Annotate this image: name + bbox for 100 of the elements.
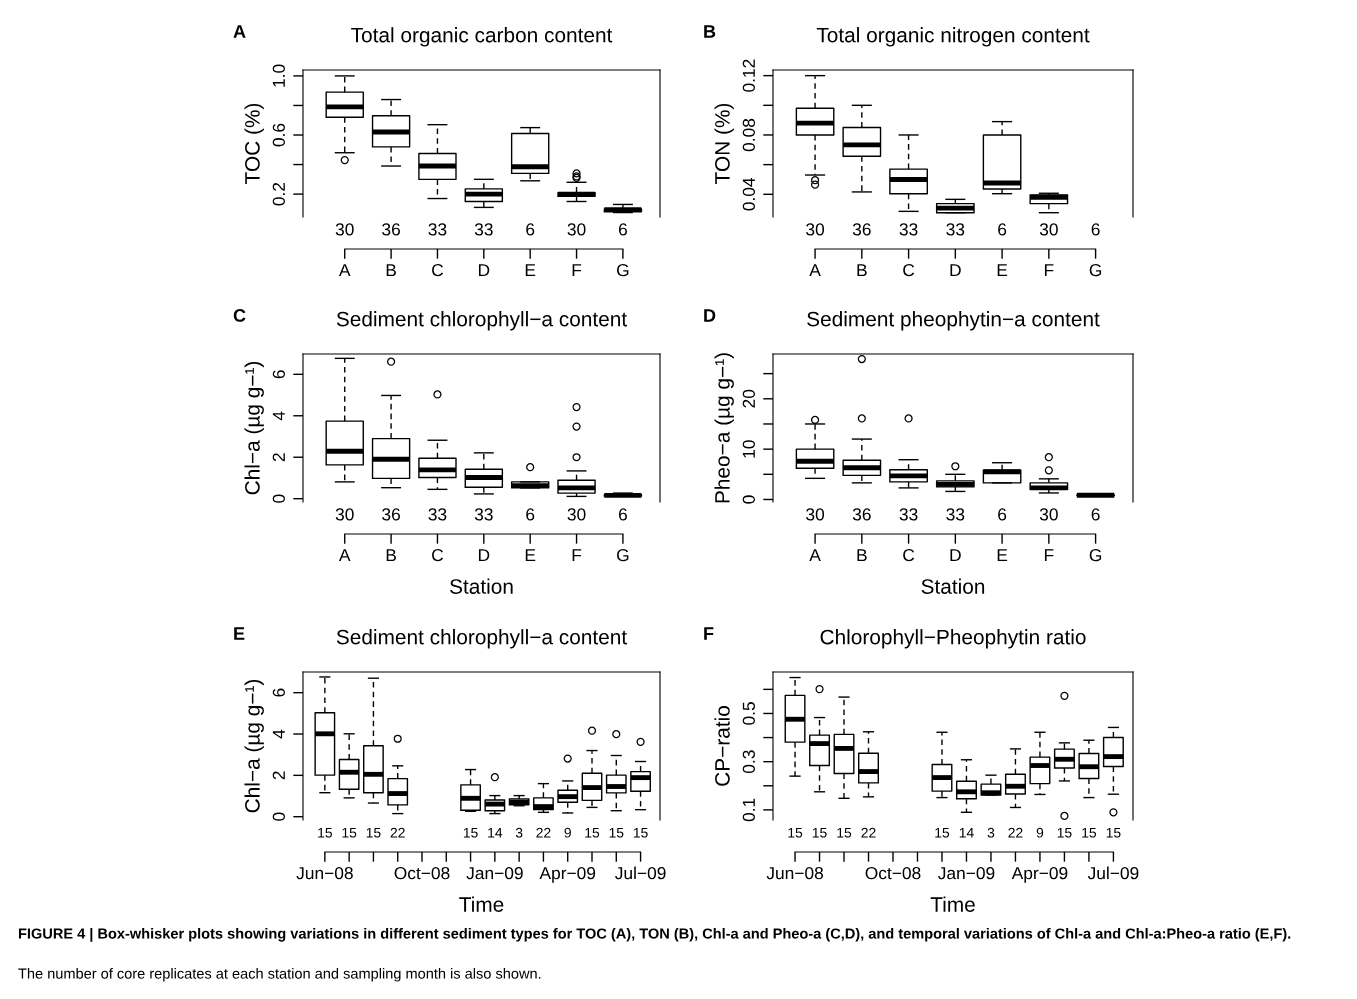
text: D xyxy=(704,309,716,322)
x-tick-label: Jul−09 xyxy=(1087,866,1139,880)
text: 15 xyxy=(633,827,648,838)
x-tick-label: A xyxy=(809,549,821,562)
text: 33 xyxy=(946,508,965,521)
text: C xyxy=(233,309,246,322)
text: 33 xyxy=(474,508,493,521)
text: 9 xyxy=(1036,827,1044,838)
x-tick-label: C xyxy=(432,548,444,562)
y-axis-title: Pheo−a (µg g−¹) xyxy=(714,353,734,503)
x-tick-label: G xyxy=(1089,548,1102,562)
chart-title: Total organic nitrogen content xyxy=(816,27,1090,47)
x-tick-label: G xyxy=(1089,263,1102,277)
y-tick-label: 0.12 xyxy=(742,59,755,92)
x-tick-label: Jan−09 xyxy=(938,866,995,880)
text: 6 xyxy=(998,223,1007,236)
text: 15 xyxy=(318,827,332,838)
x-tick-label: C xyxy=(903,548,915,562)
x-tick-label: A xyxy=(338,549,351,562)
y-tick-label: 10 xyxy=(742,440,755,458)
text: 6 xyxy=(998,508,1007,521)
text: 6 xyxy=(1091,223,1100,236)
text: 6 xyxy=(618,223,627,236)
text: 30 xyxy=(567,508,586,521)
x-tick-label: F xyxy=(572,264,582,277)
y-tick-label: 0.3 xyxy=(742,750,755,774)
text: 15 xyxy=(837,827,852,838)
text: 30 xyxy=(567,223,586,236)
x-tick-label: Oct−08 xyxy=(865,866,921,880)
y-tick-label: 1.0 xyxy=(272,64,285,87)
y-axis-title: TOC (%) xyxy=(244,103,264,184)
x-tick-label: D xyxy=(478,549,490,562)
text: 30 xyxy=(335,508,354,521)
y-tick-label: 0.1 xyxy=(742,798,755,822)
x-tick-label: Jun−08 xyxy=(766,866,824,880)
x-axis-title: Time xyxy=(930,896,975,912)
y-tick-label: 0 xyxy=(742,495,755,504)
x-tick-label: Apr−09 xyxy=(539,866,596,883)
x-tick-label: E xyxy=(525,264,536,277)
x-tick-label: G xyxy=(617,263,629,277)
text: 14 xyxy=(488,827,503,838)
text: 6 xyxy=(526,508,535,521)
text: 22 xyxy=(1008,827,1023,838)
chart-title: Sediment pheophytin−a content xyxy=(807,311,1100,331)
chart-title: Sediment chlorophyll−a content xyxy=(336,311,627,331)
y-tick-label: 6 xyxy=(272,370,285,379)
text: 33 xyxy=(428,223,447,236)
text: 15 xyxy=(1106,827,1121,838)
y-tick-label: 2 xyxy=(272,771,285,780)
text: 22 xyxy=(536,827,551,838)
x-tick-label: A xyxy=(809,264,821,277)
text: 3 xyxy=(987,827,995,838)
x-tick-label: Jun−08 xyxy=(296,866,353,880)
text: 6 xyxy=(618,508,627,521)
x-tick-label: F xyxy=(1044,549,1054,562)
y-tick-label: 20 xyxy=(742,389,755,408)
text: The number of core replicates at each station and sampling month is also shown. xyxy=(18,968,541,982)
text: 6 xyxy=(1091,508,1100,521)
text: 15 xyxy=(342,827,357,838)
text: F xyxy=(704,627,714,640)
text: 14 xyxy=(959,827,974,838)
x-axis-title: Station xyxy=(921,578,985,594)
x-tick-label: E xyxy=(997,549,1008,562)
text: 36 xyxy=(852,223,871,236)
y-tick-label: 0.5 xyxy=(742,702,755,725)
y-tick-label: 0 xyxy=(272,494,285,503)
y-tick-label: 0.04 xyxy=(742,177,755,211)
x-tick-label: C xyxy=(432,263,444,277)
x-tick-label: B xyxy=(857,264,867,277)
text: 36 xyxy=(852,508,871,521)
y-axis-title: Chl−a (µg g−¹) xyxy=(244,679,264,813)
x-tick-label: Jul−09 xyxy=(615,866,666,880)
text: 30 xyxy=(806,508,825,521)
x-axis-title: Station xyxy=(450,578,513,594)
text: 15 xyxy=(585,827,600,838)
x-tick-label: C xyxy=(903,263,915,277)
text: 3 xyxy=(515,827,523,838)
x-tick-label: D xyxy=(950,264,961,277)
text: 33 xyxy=(428,508,447,521)
x-axis-title: Time xyxy=(459,896,504,912)
chart-title: Total organic carbon content xyxy=(351,27,613,47)
text: 30 xyxy=(1039,223,1058,236)
y-axis-title: Chl−a (µg g−¹) xyxy=(244,361,264,495)
text: E xyxy=(234,627,245,640)
x-tick-label: Jan−09 xyxy=(466,866,523,880)
text: 15 xyxy=(1082,827,1097,838)
text: 9 xyxy=(564,827,571,838)
text: 15 xyxy=(366,827,381,838)
text: 33 xyxy=(899,223,918,236)
x-tick-label: B xyxy=(386,264,396,277)
x-tick-label: E xyxy=(997,264,1008,277)
y-axis-title: TON (%) xyxy=(714,103,734,184)
text: 33 xyxy=(474,223,493,236)
text: 15 xyxy=(935,827,950,838)
text: 30 xyxy=(1039,508,1058,521)
text: 15 xyxy=(788,827,803,838)
text: 22 xyxy=(861,827,876,838)
x-tick-label: D xyxy=(950,549,961,562)
text: A xyxy=(233,25,246,38)
y-tick-label: 0.6 xyxy=(272,123,285,147)
